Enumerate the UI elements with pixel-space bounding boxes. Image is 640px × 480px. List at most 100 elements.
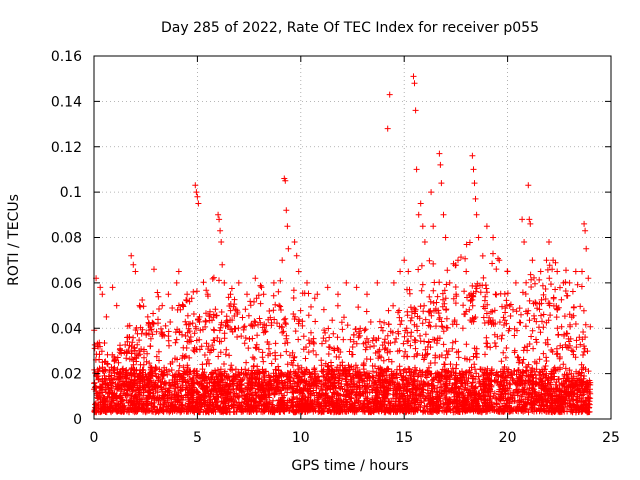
data-point [546, 275, 553, 282]
data-point [349, 344, 356, 350]
data-point [513, 308, 520, 315]
data-point [480, 274, 487, 281]
data-point [143, 358, 150, 365]
data-point [573, 337, 580, 344]
data-point [436, 279, 443, 286]
data-point [483, 285, 490, 292]
data-point [396, 366, 403, 373]
data-point [241, 340, 248, 347]
data-point [500, 314, 507, 321]
data-point [258, 284, 265, 291]
data-point [279, 329, 286, 336]
data-point [203, 318, 209, 325]
data-point [223, 317, 230, 324]
data-point [245, 345, 252, 352]
data-point [298, 364, 305, 371]
data-point [305, 337, 312, 344]
data-point [300, 333, 307, 340]
data-point [337, 366, 344, 373]
data-point [344, 322, 351, 329]
data-point [284, 361, 291, 368]
data-point [183, 297, 190, 303]
data-point [484, 301, 491, 308]
data-point [111, 364, 118, 371]
data-point [560, 361, 567, 368]
data-point [537, 329, 544, 336]
data-point [210, 326, 217, 333]
data-point [522, 405, 529, 412]
data-point [501, 322, 507, 328]
data-point [443, 315, 450, 322]
data-point [262, 328, 269, 335]
data-point [526, 317, 533, 324]
data-point [417, 338, 424, 345]
data-point [544, 266, 551, 273]
data-point [255, 292, 262, 299]
data-point [540, 350, 547, 357]
data-point [542, 296, 549, 302]
data-point [145, 394, 152, 401]
data-point [272, 301, 279, 308]
data-point [395, 330, 402, 337]
data-point [205, 343, 212, 350]
data-point [453, 361, 460, 368]
data-point [461, 288, 468, 295]
data-point [427, 298, 434, 305]
data-point [579, 381, 585, 388]
data-point [229, 317, 236, 324]
data-point [179, 355, 186, 362]
data-point [493, 369, 500, 376]
data-point [548, 347, 555, 353]
data-point [257, 300, 264, 307]
data-point [432, 359, 438, 366]
data-point [461, 355, 468, 362]
data-point [281, 316, 288, 323]
data-point [334, 302, 341, 309]
data-point [308, 329, 314, 336]
data-point [221, 335, 228, 342]
data-point [290, 311, 297, 317]
data-point [407, 317, 414, 324]
data-point [310, 339, 317, 346]
data-point [564, 292, 571, 299]
data-point [106, 367, 113, 374]
data-point [569, 288, 576, 295]
data-point [96, 365, 103, 372]
data-point [116, 370, 123, 377]
data-point [432, 352, 439, 359]
data-point [393, 335, 400, 342]
data-point [330, 330, 337, 337]
data-point [99, 359, 106, 366]
data-point [213, 389, 220, 396]
data-point [203, 310, 209, 317]
data-point [257, 282, 264, 289]
data-point [555, 331, 562, 338]
data-point [443, 307, 449, 313]
data-point [422, 381, 429, 388]
data-point [272, 349, 279, 356]
data-point [148, 326, 155, 333]
data-point [538, 312, 544, 319]
data-point [329, 317, 336, 324]
data-point [507, 381, 514, 388]
data-point [411, 336, 418, 343]
data-point [198, 343, 205, 350]
data-point [183, 345, 190, 351]
data-point [283, 348, 290, 355]
data-point [442, 295, 449, 302]
data-point [572, 321, 579, 327]
data-point [491, 340, 498, 346]
data-point [152, 364, 159, 371]
data-point [173, 336, 180, 343]
data-point [529, 327, 536, 334]
data-point [140, 303, 147, 310]
data-point [406, 290, 413, 297]
data-point [177, 306, 184, 313]
data-point [558, 323, 565, 330]
data-point [104, 351, 111, 358]
data-point [477, 366, 484, 373]
data-point [507, 301, 514, 308]
data-point [209, 275, 216, 282]
data-point [363, 308, 370, 315]
data-point [246, 336, 253, 342]
